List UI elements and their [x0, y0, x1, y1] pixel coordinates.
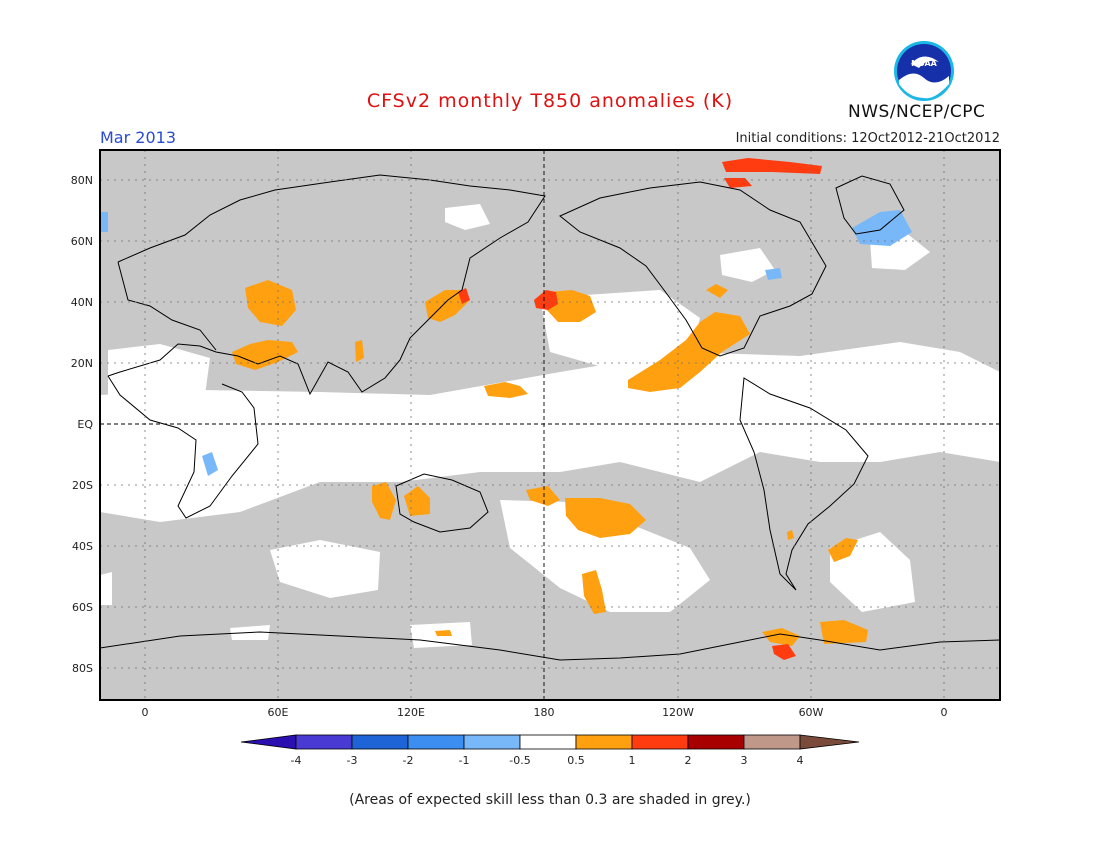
lon-label: 60E	[268, 706, 289, 719]
legend-swatch	[575, 734, 633, 750]
lat-label: 60S	[72, 601, 93, 614]
lon-label: 60W	[799, 706, 824, 719]
legend-swatch	[519, 734, 577, 750]
map-frame	[99, 149, 1001, 701]
lon-label: 0	[142, 706, 149, 719]
graticule	[100, 150, 1000, 700]
legend-swatch	[351, 734, 409, 750]
positive-anomaly-regions	[232, 280, 868, 646]
legend-label: -0.5	[509, 754, 530, 767]
lat-label: 40N	[71, 296, 93, 309]
legend-label: -2	[403, 754, 414, 767]
noaa-logo-text: NOAA	[911, 59, 937, 68]
strong-positive-anomaly-regions	[458, 158, 822, 660]
lon-label: 120E	[397, 706, 425, 719]
noaa-logo-icon: NOAA	[894, 41, 954, 101]
lon-label: 120W	[662, 706, 694, 719]
legend-label: 2	[685, 754, 692, 767]
forecast-month: Mar 2013	[100, 128, 176, 147]
legend-label: 4	[797, 754, 804, 767]
lat-label: 80N	[71, 174, 93, 187]
legend-label: 1	[629, 754, 636, 767]
lon-label: 180	[534, 706, 555, 719]
coastlines	[100, 174, 1000, 661]
legend-swatch	[631, 734, 689, 750]
legend-swatch	[240, 734, 297, 750]
legend-label: -1	[459, 754, 470, 767]
lat-label: EQ	[77, 418, 93, 431]
equator-dateline	[100, 150, 1000, 700]
lat-label: 80S	[72, 662, 93, 675]
lat-label: 20S	[72, 479, 93, 492]
legend-label: -4	[291, 754, 302, 767]
lat-label: 60N	[71, 235, 93, 248]
lat-label: 40S	[72, 540, 93, 553]
legend-label: 0.5	[567, 754, 585, 767]
lat-label: 20N	[71, 357, 93, 370]
legend-label: 3	[741, 754, 748, 767]
initial-conditions: Initial conditions: 12Oct2012-21Oct2012	[735, 131, 1000, 146]
skill-note: (Areas of expected skill less than 0.3 a…	[349, 792, 751, 808]
legend-label: -3	[347, 754, 358, 767]
legend-swatch	[463, 734, 521, 750]
legend-swatch	[407, 734, 465, 750]
map-title: CFSv2 monthly T850 anomalies (K)	[366, 90, 734, 112]
lon-label: 0	[941, 706, 948, 719]
legend-swatch	[799, 734, 860, 750]
legend-swatch	[743, 734, 801, 750]
agency-label: NWS/NCEP/CPC	[848, 102, 986, 122]
color-legend	[240, 734, 860, 750]
legend-swatch	[295, 734, 353, 750]
legend-swatch	[687, 734, 745, 750]
